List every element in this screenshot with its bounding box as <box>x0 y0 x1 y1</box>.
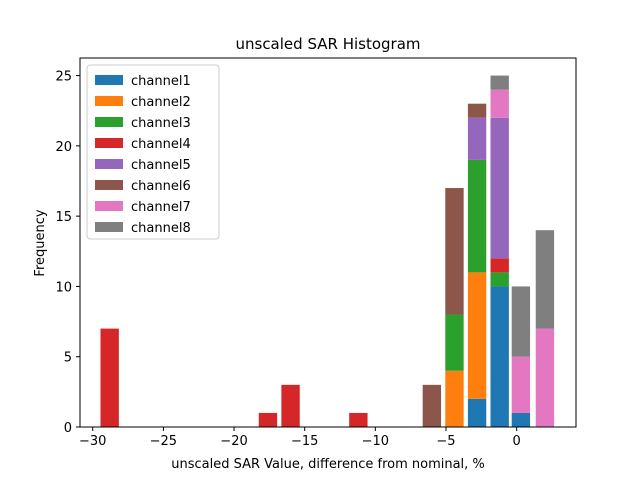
bar-channel8-0 <box>490 75 509 90</box>
legend-swatch-channel3 <box>95 117 123 127</box>
legend-label-channel8: channel8 <box>131 221 191 236</box>
legend-label-channel5: channel5 <box>131 158 191 173</box>
legend-label-channel6: channel6 <box>131 179 191 194</box>
x-tick-label: −30 <box>79 434 106 449</box>
bar-channel1-2 <box>511 412 531 427</box>
y-axis-label: Frequency <box>33 209 48 276</box>
bar-channel2-1 <box>467 272 487 399</box>
legend-swatch-channel5 <box>95 159 123 169</box>
legend-swatch-channel1 <box>95 75 123 85</box>
legend-swatch-channel7 <box>95 201 123 211</box>
legend-label-channel4: channel4 <box>131 137 191 152</box>
x-tick-label: −15 <box>291 434 318 449</box>
y-tick-label: 10 <box>55 280 72 295</box>
bar-channel4-2 <box>281 384 300 427</box>
bars-layer <box>100 75 555 427</box>
x-tick-label: −20 <box>220 434 247 449</box>
bar-channel3-1 <box>467 159 487 273</box>
legend-label-channel7: channel7 <box>131 200 191 215</box>
bar-channel1-0 <box>467 398 487 427</box>
bar-channel6-0 <box>422 384 442 427</box>
axes-layer: −30 −25 −20 −15 −10 −5 0 0 5 10 15 20 25 <box>55 70 520 449</box>
legend-swatch-channel6 <box>95 180 123 190</box>
bar-channel6-2 <box>467 103 487 118</box>
legend-label-channel1: channel1 <box>131 74 191 89</box>
bar-channel5-0 <box>467 117 487 160</box>
bar-channel5-1 <box>490 117 509 259</box>
legend-box <box>86 64 220 240</box>
x-tick-label: 0 <box>513 434 521 449</box>
y-tick-label: 5 <box>64 351 72 366</box>
legend-label-channel3: channel3 <box>131 116 191 131</box>
bar-channel8-2 <box>535 230 555 329</box>
bar-channel7-2 <box>535 328 555 427</box>
y-tick-label: 20 <box>55 140 72 155</box>
legend: channel1 channel2 channel3 channel4 channel5… <box>86 64 220 240</box>
bar-channel2-0 <box>445 370 464 427</box>
x-tick-label: −10 <box>362 434 389 449</box>
legend-swatch-channel4 <box>95 138 123 148</box>
bar-channel4-3 <box>349 412 368 427</box>
bar-channel4-4 <box>490 258 509 273</box>
bar-channel1-1 <box>490 286 509 427</box>
x-axis-label: unscaled SAR Value, difference from nomi… <box>171 457 485 472</box>
y-tick-label: 15 <box>55 210 72 225</box>
bar-channel8-1 <box>511 286 531 357</box>
legend-swatch-channel8 <box>95 222 123 232</box>
bar-channel3-2 <box>490 272 509 287</box>
bar-channel4-0 <box>100 328 119 427</box>
bar-channel7-0 <box>490 89 509 118</box>
y-tick-label: 25 <box>55 70 72 85</box>
bar-channel4-1 <box>258 412 278 427</box>
y-tick-label: 0 <box>64 421 72 436</box>
chart-title: unscaled SAR Histogram <box>235 35 420 53</box>
legend-swatch-channel2 <box>95 96 123 106</box>
bar-channel3-0 <box>445 314 464 371</box>
legend-label-channel2: channel2 <box>131 95 191 110</box>
bar-channel7-1 <box>511 356 531 413</box>
x-tick-label: −5 <box>436 434 455 449</box>
bar-channel6-1 <box>445 188 464 315</box>
plot-frame <box>79 57 577 428</box>
x-tick-label: −25 <box>150 434 177 449</box>
